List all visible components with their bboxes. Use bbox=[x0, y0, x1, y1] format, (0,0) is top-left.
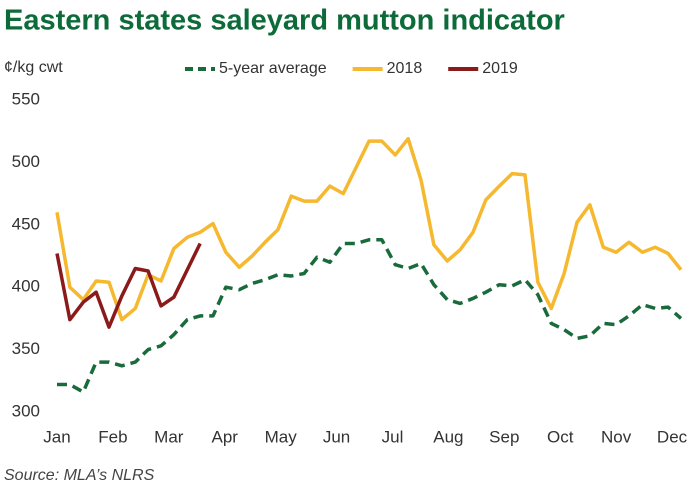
legend-label: 5-year average bbox=[219, 60, 327, 77]
legend-label: 2018 bbox=[387, 60, 423, 77]
x-tick-label: Dec bbox=[657, 427, 688, 446]
x-tick-label: Nov bbox=[601, 427, 632, 446]
chart-title: Eastern states saleyard mutton indicator bbox=[4, 5, 565, 37]
series-line bbox=[57, 238, 683, 394]
series-line bbox=[55, 242, 202, 329]
x-tick-label: Jul bbox=[382, 427, 404, 446]
y-axis-label: ¢/kg cwt bbox=[4, 59, 63, 76]
series-line bbox=[55, 136, 683, 322]
y-tick-label: 400 bbox=[12, 277, 40, 296]
x-tick-label: May bbox=[265, 427, 298, 446]
x-tick-label: Apr bbox=[212, 427, 239, 446]
y-tick-label: 450 bbox=[12, 214, 40, 233]
x-tick-label: Mar bbox=[154, 427, 184, 446]
x-tick-label: Sep bbox=[489, 427, 519, 446]
x-tick-label: Aug bbox=[433, 427, 463, 446]
y-tick-label: 550 bbox=[12, 89, 40, 108]
x-tick-label: Jan bbox=[43, 427, 70, 446]
x-tick-label: Oct bbox=[547, 427, 574, 446]
y-tick-label: 300 bbox=[12, 401, 40, 420]
y-tick-label: 350 bbox=[12, 339, 40, 358]
y-tick-label: 500 bbox=[12, 152, 40, 171]
source: Source: MLA’s NLRS bbox=[4, 467, 155, 484]
legend-label: 2019 bbox=[482, 60, 518, 77]
x-tick-label: Feb bbox=[98, 427, 127, 446]
x-tick-label: Jun bbox=[323, 427, 350, 446]
